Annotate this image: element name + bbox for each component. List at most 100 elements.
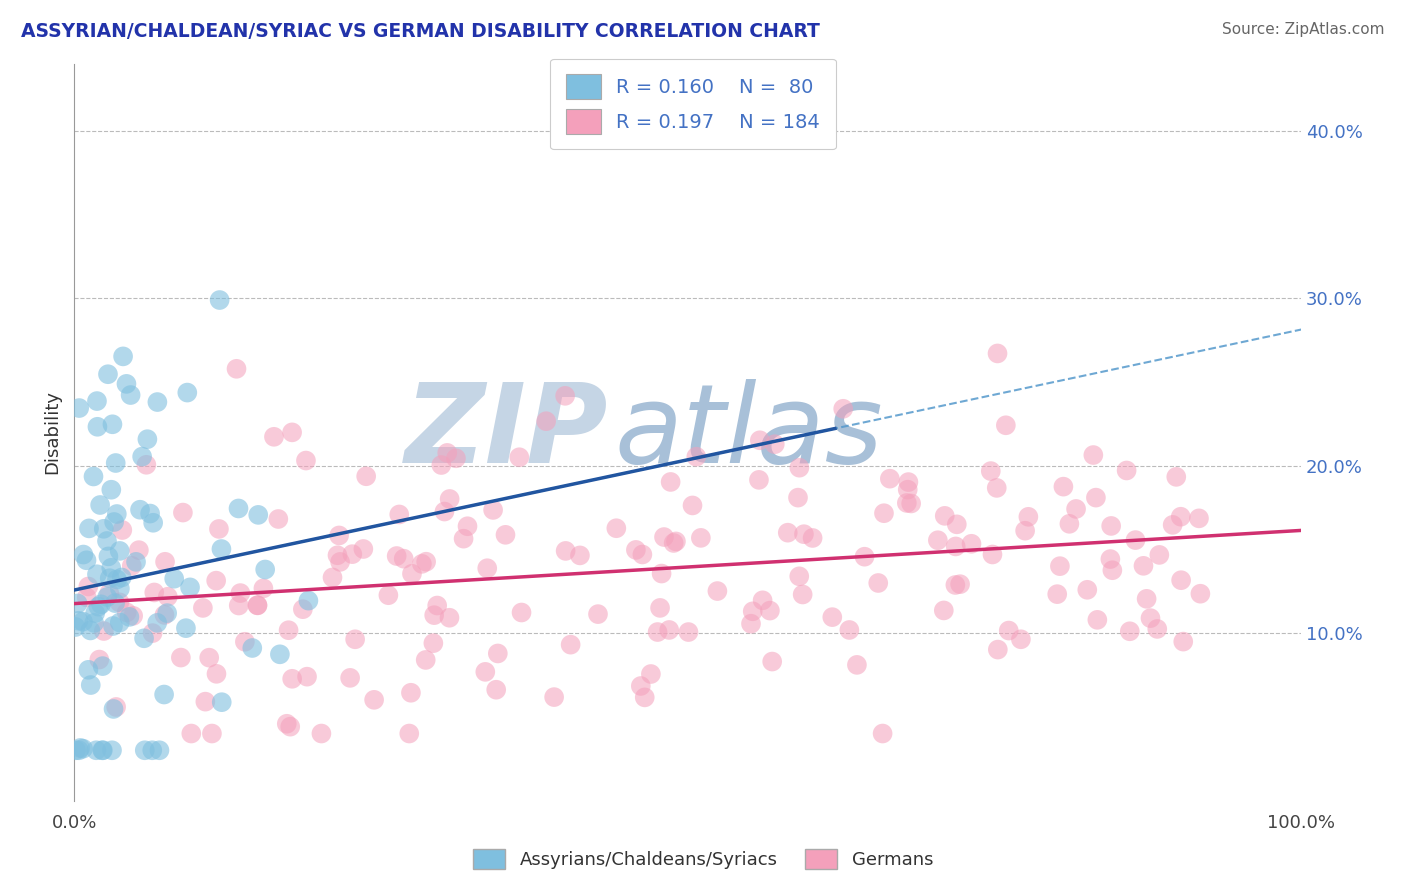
Point — [605, 521, 627, 535]
Point — [329, 555, 352, 569]
Point — [83, 615, 105, 630]
Point — [1084, 491, 1107, 505]
Point — [946, 517, 969, 532]
Point — [398, 726, 420, 740]
Point — [101, 417, 124, 432]
Point — [740, 616, 762, 631]
Point — [129, 502, 152, 516]
Point — [651, 566, 673, 581]
Point — [994, 418, 1017, 433]
Point — [263, 430, 285, 444]
Point — [136, 432, 159, 446]
Point — [748, 473, 770, 487]
Point — [1085, 613, 1108, 627]
Point — [543, 690, 565, 704]
Point — [554, 389, 576, 403]
Point — [87, 599, 110, 614]
Point — [1146, 622, 1168, 636]
Point — [100, 561, 122, 575]
Point — [986, 481, 1008, 495]
Point — [79, 624, 101, 638]
Point — [134, 743, 156, 757]
Point — [228, 501, 250, 516]
Point — [174, 621, 197, 635]
Point — [1099, 552, 1122, 566]
Point — [821, 610, 844, 624]
Point — [98, 571, 121, 585]
Point — [1049, 559, 1071, 574]
Point — [297, 593, 319, 607]
Point — [845, 657, 868, 672]
Point — [433, 504, 456, 518]
Point — [194, 695, 217, 709]
Point — [510, 606, 533, 620]
Point — [105, 573, 128, 587]
Point — [121, 558, 143, 573]
Point — [208, 293, 231, 307]
Point — [787, 491, 810, 505]
Point — [634, 690, 657, 705]
Point — [148, 743, 170, 757]
Point — [142, 626, 165, 640]
Point — [246, 599, 269, 613]
Point — [534, 414, 557, 428]
Point — [104, 456, 127, 470]
Point — [205, 574, 228, 588]
Point — [276, 716, 298, 731]
Point — [648, 601, 671, 615]
Point — [91, 743, 114, 757]
Point — [411, 557, 433, 571]
Point — [278, 720, 301, 734]
Point — [139, 507, 162, 521]
Point — [65, 743, 87, 757]
Point — [879, 472, 901, 486]
Point — [415, 653, 437, 667]
Point — [352, 541, 374, 556]
Point — [153, 607, 176, 622]
Point — [67, 614, 90, 628]
Point — [125, 555, 148, 569]
Point — [801, 531, 824, 545]
Point — [80, 678, 103, 692]
Point — [1161, 517, 1184, 532]
Point — [156, 606, 179, 620]
Point — [1101, 563, 1123, 577]
Point — [77, 579, 100, 593]
Point — [141, 743, 163, 757]
Point — [399, 686, 422, 700]
Point — [401, 566, 423, 581]
Point — [93, 522, 115, 536]
Point — [453, 532, 475, 546]
Point — [101, 619, 124, 633]
Point — [131, 450, 153, 464]
Point — [1083, 448, 1105, 462]
Point — [652, 530, 675, 544]
Point — [146, 615, 169, 630]
Point — [277, 624, 299, 638]
Point — [112, 350, 135, 364]
Legend: Assyrians/Chaldeans/Syriacs, Germans: Assyrians/Chaldeans/Syriacs, Germans — [464, 839, 942, 879]
Point — [143, 585, 166, 599]
Point — [943, 578, 966, 592]
Point — [1099, 519, 1122, 533]
Point — [1170, 573, 1192, 587]
Point — [98, 586, 121, 600]
Point — [439, 491, 461, 506]
Point — [1139, 611, 1161, 625]
Point — [86, 394, 108, 409]
Point — [1170, 509, 1192, 524]
Point — [486, 647, 509, 661]
Point — [439, 611, 461, 625]
Point — [269, 648, 291, 662]
Point — [422, 636, 444, 650]
Point — [115, 606, 138, 620]
Point — [430, 458, 453, 472]
Point — [252, 582, 274, 596]
Point — [111, 570, 134, 584]
Point — [172, 506, 194, 520]
Point — [1017, 509, 1039, 524]
Point — [682, 499, 704, 513]
Point — [86, 567, 108, 582]
Point — [658, 623, 681, 637]
Point — [91, 659, 114, 673]
